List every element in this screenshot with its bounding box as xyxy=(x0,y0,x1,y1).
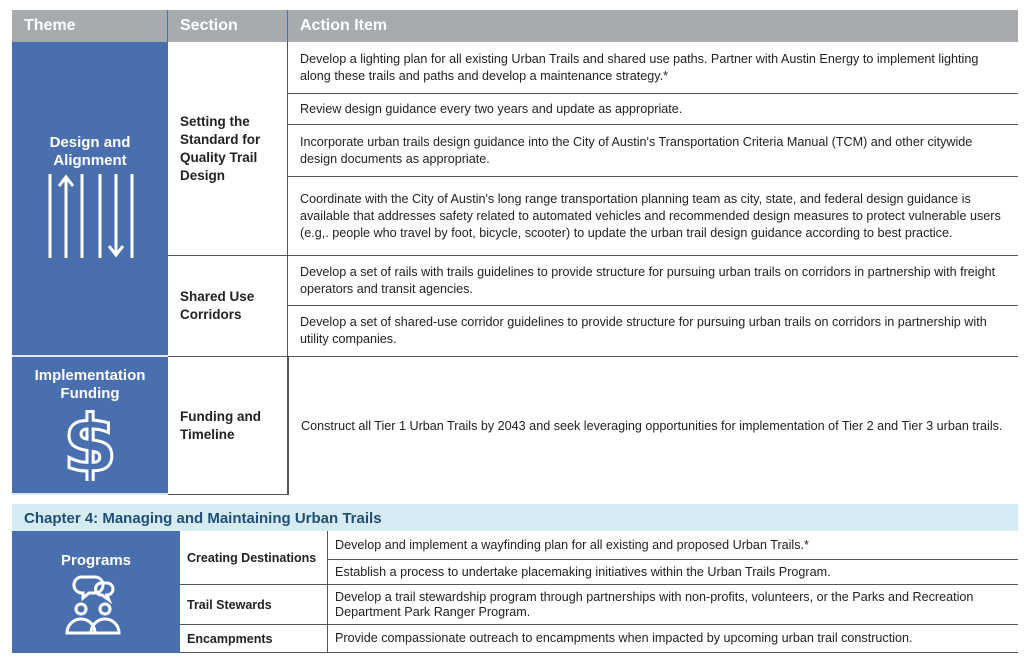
action-item: Incorporate urban trails design guidance… xyxy=(288,125,1018,177)
section-shared-use-corridors: Shared Use Corridors xyxy=(168,256,288,357)
dollar-icon: $ xyxy=(65,405,115,481)
theme-implementation-funding: Implementation Funding $ xyxy=(12,357,168,495)
action-item: Develop a set of rails with trails guide… xyxy=(288,256,1018,306)
section-trail-stewards: Trail Stewards xyxy=(180,585,328,625)
action-item: Coordinate with the City of Austin's lon… xyxy=(288,177,1018,256)
action-item: Develop a lighting plan for all existing… xyxy=(288,42,1018,94)
svg-text:$: $ xyxy=(65,405,115,481)
section-encampments: Encampments xyxy=(180,625,328,653)
section-quality-trail-design: Setting the Standard for Quality Trail D… xyxy=(168,42,288,256)
action-item: Develop a set of shared-use corridor gui… xyxy=(288,306,1018,357)
theme-design-alignment: Design and Alignment xyxy=(12,42,168,357)
theme-programs: Programs xyxy=(12,531,180,653)
action-item: Review design guidance every two years a… xyxy=(288,94,1018,125)
action-item: Develop and implement a wayfinding plan … xyxy=(328,531,1018,560)
theme-label: Design and Alignment xyxy=(49,134,131,169)
header-section: Section xyxy=(168,10,288,42)
people-conversation-icon xyxy=(65,575,121,635)
action-item: Provide compassionate outreach to encamp… xyxy=(328,625,1018,653)
header-theme: Theme xyxy=(12,10,168,42)
theme-label: Implementation Funding xyxy=(34,367,146,402)
section-funding-timeline: Funding and Timeline xyxy=(168,357,288,495)
action-item: Establish a process to undertake placema… xyxy=(328,560,1018,585)
section-creating-destinations: Creating Destinations xyxy=(180,531,328,585)
action-item: Develop a trail stewardship program thro… xyxy=(328,585,1018,625)
action-item: Construct all Tier 1 Urban Trails by 204… xyxy=(288,357,1018,495)
header-action-item: Action Item xyxy=(288,10,1018,42)
chapter-title: Chapter 4: Managing and Maintaining Urba… xyxy=(12,504,1018,531)
theme-label: Programs xyxy=(60,552,132,569)
two-way-trail-icon xyxy=(48,174,134,258)
